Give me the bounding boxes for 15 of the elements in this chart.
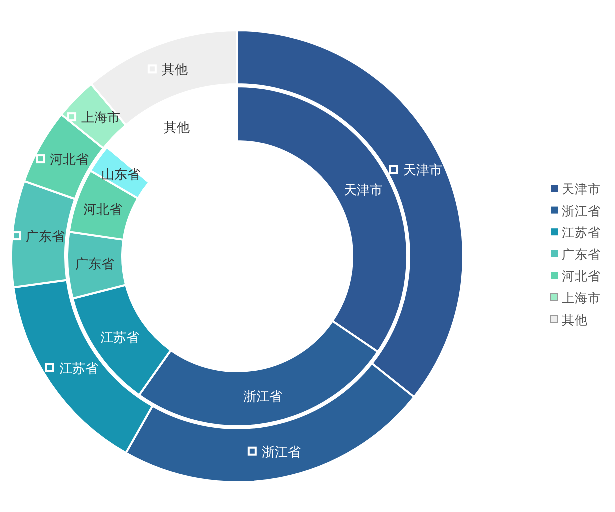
slice-label: 其他 (164, 120, 190, 135)
legend-label: 上海市 (82, 110, 121, 126)
legend-label: 河北省 (50, 152, 90, 168)
slice-label: 天津市 (344, 182, 383, 198)
slice-label: 江苏省 (100, 330, 140, 345)
legend-label: 浙江省 (262, 444, 301, 460)
legend-label: 江苏省 (59, 360, 98, 376)
legend-label: 天津市 (403, 162, 442, 178)
slice-label: 河北省 (83, 202, 122, 217)
legend: 天津市 浙江省 江苏省 广东省 河北省 上海市 其他 (550, 182, 601, 328)
legend-label: 广东省 (26, 229, 66, 244)
slice-label: 广东省 (76, 256, 115, 272)
slice-label: 浙江省 (243, 389, 282, 404)
legend-label: 其他 (162, 62, 188, 78)
slice-label: 山东省 (101, 167, 140, 182)
